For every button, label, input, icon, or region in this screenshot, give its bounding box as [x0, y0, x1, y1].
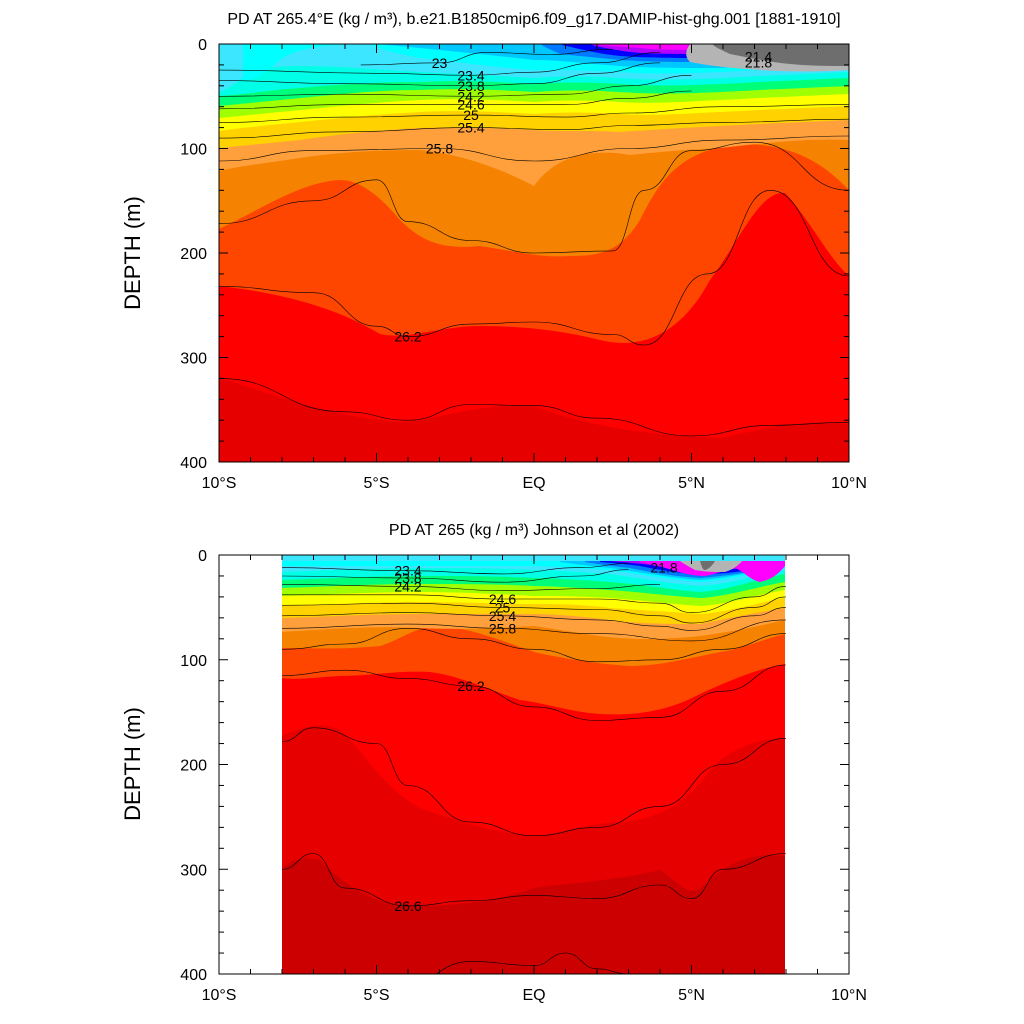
contour-label: 26.6 — [394, 898, 421, 914]
x-tick-label: 10°S — [202, 987, 237, 1004]
x-tick-label: 10°N — [831, 987, 867, 1004]
isoline-25.8 — [219, 135, 849, 162]
contour-label: 23 — [432, 55, 448, 71]
isoline-24.6 — [282, 586, 787, 613]
contour-label: 23.4 — [394, 563, 421, 579]
y-tick-label: 200 — [180, 246, 207, 263]
isoline-26.4 — [219, 378, 849, 437]
contour-label: 23.8 — [394, 570, 421, 586]
contour-label: 25.8 — [489, 620, 516, 636]
isoline-25.4 — [219, 118, 849, 139]
contour-label: 26.2 — [394, 329, 421, 345]
isoline-25.4 — [281, 607, 787, 631]
y-tick-label: 200 — [180, 758, 207, 775]
contour-label: 21.8 — [650, 560, 677, 576]
x-tick-label: 5°S — [364, 987, 390, 1004]
isoline-23.8 — [219, 62, 661, 87]
contour-label: 26.2 — [457, 678, 484, 694]
x-tick-label: 5°N — [678, 475, 705, 492]
isoline-26 — [281, 627, 787, 663]
contour-label: 21.8 — [745, 55, 772, 71]
isoline-26.2 — [219, 189, 849, 346]
isoline-23 — [360, 48, 613, 66]
y-tick-label: 0 — [198, 548, 207, 565]
contour-label: 24.2 — [457, 88, 484, 104]
contour-label: 24.2 — [394, 578, 421, 594]
isoline-26.4 — [281, 727, 787, 837]
isoline-24.6 — [219, 90, 692, 110]
panel-top-title: PD AT 265.4°E (kg / m³), b.e21.B1850cmip… — [227, 11, 840, 28]
contour-label: 24.6 — [457, 97, 484, 113]
isoline-24.2 — [219, 75, 692, 97]
panel-bottom-title: PD AT 265 (kg / m³) Johnson et al (2002) — [389, 522, 679, 539]
isoline-26.8 — [435, 952, 644, 974]
fill-20.2 — [712, 44, 849, 66]
contour-label: 25.4 — [489, 608, 516, 624]
y-tick-label: 300 — [180, 351, 207, 368]
y-tick-label: 100 — [180, 653, 207, 670]
isoline-25 — [219, 104, 849, 123]
isoline-26.6 — [281, 853, 787, 907]
contour-label: 25.8 — [426, 141, 453, 157]
x-tick-label: EQ — [522, 475, 545, 492]
panel-top-ylabel: DEPTH (m) — [120, 196, 145, 310]
panel-top-fills — [219, 44, 849, 462]
contour-label: 25 — [495, 599, 511, 615]
isoline-24.2 — [281, 584, 661, 591]
contour-label: 23.8 — [457, 78, 484, 94]
x-tick-label: 5°S — [364, 475, 390, 492]
isoline-25 — [281, 596, 787, 624]
y-tick-label: 400 — [180, 967, 207, 984]
panel-bottom-ylabel: DEPTH (m) — [120, 707, 145, 821]
fill-20.2 — [700, 561, 715, 570]
contour-label: 23.4 — [457, 67, 484, 83]
x-tick-label: 10°S — [202, 475, 237, 492]
panel-bottom: PD AT 265 (kg / m³) Johnson et al (2002)… — [120, 522, 867, 1004]
isoline-26 — [219, 141, 849, 254]
fill-20.6 — [680, 561, 742, 572]
panel-bottom-isolines — [281, 563, 787, 974]
isoline-23.8 — [281, 569, 629, 583]
x-tick-label: 5°N — [678, 987, 705, 1004]
contour-label: 25.4 — [457, 120, 484, 136]
isoline-23.4 — [281, 563, 629, 575]
contour-label: 21.4 — [745, 49, 772, 65]
panel-top: PD AT 265.4°E (kg / m³), b.e21.B1850cmip… — [120, 11, 867, 492]
y-tick-label: 400 — [180, 455, 207, 472]
y-tick-label: 300 — [180, 862, 207, 879]
y-tick-label: 0 — [198, 37, 207, 54]
y-tick-label: 100 — [180, 142, 207, 159]
panel-bottom-axes: 10°S 5°S EQ 5°N 10°N 0 100 200 300 400 — [180, 548, 867, 1004]
x-tick-label: 10°N — [831, 475, 867, 492]
contour-label: 24.6 — [489, 591, 516, 607]
isoline-23.4 — [219, 52, 661, 76]
panel-top-axes: 10°S 5°S EQ 5°N 10°N 0 100 200 300 400 — [180, 37, 867, 492]
contour-label: 25 — [463, 107, 479, 123]
x-tick-label: EQ — [522, 987, 545, 1004]
isoline-25.8 — [281, 619, 787, 642]
panel-bottom-fills — [282, 555, 785, 974]
panel-top-isolines — [219, 48, 849, 437]
isoline-26.2 — [281, 664, 787, 721]
